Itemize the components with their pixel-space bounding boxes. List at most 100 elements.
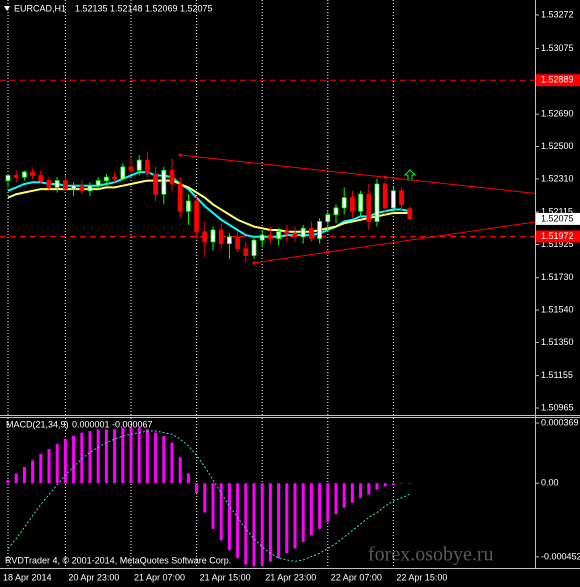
macd-bar bbox=[121, 427, 125, 484]
macd-bar bbox=[268, 483, 272, 562]
macd-bar bbox=[47, 448, 51, 484]
macd-bar bbox=[367, 483, 371, 495]
trend-anchor bbox=[326, 250, 330, 254]
candle-body bbox=[292, 232, 298, 238]
candle-body bbox=[95, 180, 101, 187]
candle-body bbox=[63, 180, 68, 190]
candle-body bbox=[120, 166, 126, 180]
macd-bar bbox=[219, 483, 223, 541]
candle-body bbox=[46, 180, 52, 188]
trend-anchor bbox=[252, 261, 256, 265]
macd-bar bbox=[309, 483, 313, 536]
high-value: 1.52148 bbox=[110, 3, 143, 13]
price-label-box bbox=[536, 212, 580, 225]
candle-body bbox=[169, 169, 175, 185]
chart-title: EURCAD,H1 bbox=[14, 3, 66, 13]
macd-value: 0.000001 bbox=[72, 419, 110, 429]
candle-body bbox=[251, 239, 257, 256]
macd-bar bbox=[96, 429, 100, 484]
macd-bar bbox=[129, 427, 133, 484]
macd-bar bbox=[408, 483, 412, 484]
macd-bar bbox=[211, 483, 215, 529]
macd-bar bbox=[170, 442, 174, 484]
x-tick-label: 21 Apr 07:00 bbox=[134, 572, 185, 582]
macd-bar bbox=[350, 483, 354, 503]
macd-bar bbox=[285, 483, 289, 554]
y-tick-label: -0.000452 bbox=[541, 551, 580, 561]
macd-bar bbox=[375, 483, 379, 490]
macd-bar bbox=[145, 429, 149, 484]
candle-body bbox=[153, 173, 159, 195]
candle-body bbox=[333, 207, 339, 216]
macd-bar bbox=[318, 483, 322, 529]
candle-body bbox=[300, 227, 306, 238]
candle-body bbox=[374, 183, 380, 222]
y-tick-label: 1.52115 bbox=[541, 206, 573, 216]
candle-body bbox=[202, 231, 208, 243]
candle-body bbox=[79, 185, 85, 192]
candle-body bbox=[161, 169, 167, 195]
candle-body bbox=[13, 175, 19, 178]
candle-body bbox=[226, 236, 232, 245]
candle-body bbox=[399, 190, 405, 205]
signal-value: -0.000067 bbox=[112, 419, 153, 429]
macd-bar bbox=[342, 483, 346, 508]
macd-bar bbox=[383, 483, 387, 487]
candle-body bbox=[382, 183, 388, 209]
close-value: 1.52075 bbox=[180, 3, 213, 13]
macd-bar bbox=[203, 483, 207, 513]
candle-body bbox=[136, 159, 142, 171]
macd-bar bbox=[162, 435, 166, 484]
candle-body bbox=[349, 197, 355, 212]
macd-bar bbox=[301, 483, 305, 542]
low-value: 1.52069 bbox=[145, 3, 178, 13]
level-label-box bbox=[536, 74, 580, 87]
macd-bar bbox=[277, 483, 281, 559]
macd-bar bbox=[6, 479, 10, 484]
candle-body bbox=[5, 175, 11, 181]
candle-body bbox=[358, 193, 364, 212]
candle-body bbox=[276, 231, 282, 239]
level-label: 1.51972 bbox=[541, 231, 574, 241]
macd-bar bbox=[104, 429, 108, 484]
macd-bar bbox=[293, 483, 297, 549]
trend-anchor bbox=[178, 153, 182, 157]
macd-bar bbox=[14, 473, 18, 484]
macd-title: MACD(21,34,9) bbox=[6, 419, 69, 429]
macd-bar bbox=[31, 460, 35, 484]
series-line bbox=[7, 430, 411, 562]
watermark: forex.osobye.ru bbox=[368, 544, 494, 566]
candle-body bbox=[308, 227, 314, 239]
y-tick-label: 1.52310 bbox=[541, 173, 574, 183]
candle-body bbox=[267, 234, 273, 239]
candle-body bbox=[104, 176, 109, 181]
candle-body bbox=[54, 180, 60, 188]
macd-bar bbox=[186, 473, 190, 484]
candle-body bbox=[128, 166, 134, 171]
candle-body bbox=[112, 176, 117, 180]
macd-bar bbox=[39, 453, 43, 484]
candle-body bbox=[218, 229, 224, 245]
candle-body bbox=[71, 185, 76, 190]
candle-body bbox=[21, 171, 27, 178]
candle-body bbox=[87, 185, 93, 192]
trend-anchor bbox=[383, 175, 387, 179]
y-tick-label: 1.51925 bbox=[541, 239, 574, 249]
macd-bar bbox=[72, 435, 76, 484]
candle-body bbox=[30, 171, 36, 176]
candle-body bbox=[341, 197, 347, 209]
y-tick-label: 1.53272 bbox=[541, 9, 574, 19]
y-tick-label: 1.51155 bbox=[541, 370, 573, 380]
macd-bar bbox=[137, 427, 141, 484]
macd-bar bbox=[55, 444, 59, 484]
macd-bar bbox=[391, 483, 395, 485]
y-tick-label: 1.52690 bbox=[541, 109, 574, 119]
x-tick-label: 22 Apr 07:00 bbox=[331, 572, 382, 582]
x-tick-label: 20 Apr 23:00 bbox=[68, 572, 119, 582]
candle-body bbox=[317, 221, 323, 239]
copyright: RVDTrader 4, © 2001-2014, MetaQuotes Sof… bbox=[5, 555, 231, 565]
level-label-box bbox=[536, 230, 580, 243]
y-tick-label: 1.52500 bbox=[541, 141, 574, 151]
